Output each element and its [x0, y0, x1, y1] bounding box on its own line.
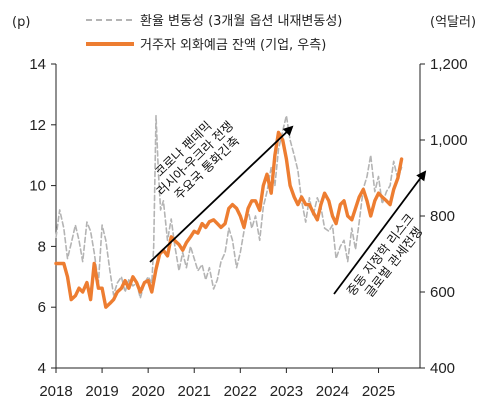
left-tick-label: 4 [38, 360, 46, 377]
x-tick-label: 2019 [85, 383, 118, 400]
legend-label-deposits: 거주자 외화예금 잔액 (기업, 우측) [140, 38, 326, 53]
annotation-text-upswing: 코로나 팬데믹 러시아-우크라 전쟁 주요국 통화긴축 [152, 118, 243, 202]
right-tick-label: 400 [430, 360, 455, 377]
annotation-arrow-upswing [149, 125, 294, 263]
x-tick-label: 2025 [362, 383, 395, 400]
left-tick-label: 14 [29, 56, 46, 73]
x-tick-label: 2023 [270, 383, 303, 400]
right-axis-unit: (억달러) [430, 15, 476, 30]
deposit-balance-line [54, 130, 404, 309]
left-tick-label: 8 [38, 238, 46, 255]
left-tick-label: 10 [29, 178, 46, 195]
series-layer [54, 114, 404, 309]
fx-volatility-line [55, 114, 403, 299]
tick-layer: 4 6 8 10 12 14 400 600 800 1,000 1,200 2018 2019 2020… [29, 56, 467, 400]
left-axis-unit: (p) [12, 15, 30, 30]
x-tick-label: 2020 [131, 383, 164, 400]
legend-label-volatility: 환율 변동성 (3개월 옵션 내재변동성) [140, 14, 342, 29]
x-tick-label: 2022 [224, 383, 257, 400]
x-tick-label: 2024 [316, 383, 349, 400]
legend: 환율 변동성 (3개월 옵션 내재변동성) 거주자 외화예금 잔액 (기업, 우… [86, 14, 342, 53]
right-tick-label: 1,000 [430, 132, 468, 149]
annotation-arrow-recent [333, 170, 427, 295]
left-tick-label: 6 [38, 299, 46, 316]
left-tick-label: 12 [29, 117, 46, 134]
x-tick-label: 2018 [39, 383, 72, 400]
right-tick-label: 600 [430, 284, 455, 301]
right-tick-label: 800 [430, 208, 455, 225]
x-tick-label: 2021 [178, 383, 211, 400]
right-tick-label: 1,200 [430, 56, 468, 73]
